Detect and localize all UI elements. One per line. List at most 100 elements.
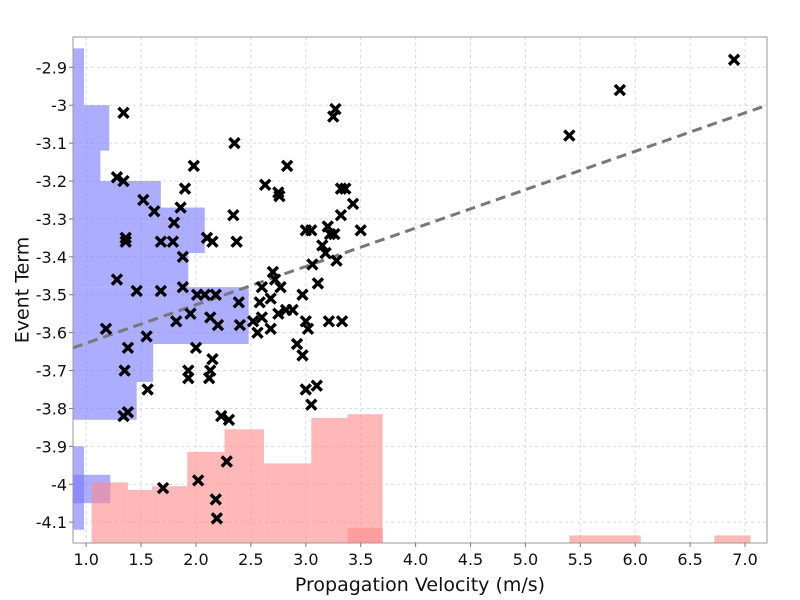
- histogram-bar-red: [152, 486, 188, 543]
- histogram-bar-blue: [73, 150, 101, 182]
- data-point: [191, 474, 205, 487]
- histogram-bar-red: [91, 482, 128, 543]
- data-point: [272, 307, 285, 320]
- data-point: [246, 315, 260, 328]
- data-point: [227, 208, 240, 222]
- data-point: [305, 224, 318, 237]
- data-point: [305, 398, 318, 411]
- data-point: [220, 455, 233, 468]
- data-point: [354, 224, 367, 237]
- histogram-bar-red: [311, 417, 348, 543]
- histogram-bar-blue: [73, 253, 189, 288]
- histogram-bar-blue: [73, 48, 84, 83]
- data-point: [228, 136, 241, 150]
- y-tick-label: -3.1: [36, 134, 67, 153]
- data-point: [280, 159, 294, 173]
- data-point: [110, 171, 124, 184]
- x-tick-label: 2.0: [183, 550, 208, 569]
- data-point: [334, 208, 348, 222]
- data-point: [174, 201, 187, 214]
- y-axis-ticks: -2.9 -3 -3.1 -3.2 -3.3 -3.4 -3.5 -3.6 -3.7 -3.8 -3…: [36, 58, 73, 532]
- histogram-bar-blue: [73, 287, 249, 345]
- data-point: [210, 512, 224, 525]
- histogram-bar-red: [347, 414, 383, 543]
- x-tick-label: 4.5: [458, 550, 483, 569]
- data-point: [184, 307, 197, 320]
- data-point: [154, 235, 168, 248]
- data-point: [137, 193, 150, 207]
- data-point: [187, 159, 200, 173]
- data-point: [258, 178, 272, 192]
- data-point: [209, 288, 222, 301]
- x-tick-label: 1.0: [73, 550, 98, 569]
- x-axis-ticks: 1.0 1.5 2.0 2.5 3.0 3.5 4.0 4.5 5.0 5.5 6.0 6.5 7.0: [73, 543, 758, 569]
- data-point: [230, 235, 243, 248]
- data-point: [306, 258, 319, 271]
- data-point: [209, 493, 222, 506]
- data-point: [255, 311, 269, 324]
- data-point: [141, 383, 154, 396]
- histogram-bar-red: [224, 429, 265, 543]
- data-point: [299, 383, 312, 396]
- x-tick-label: 5.0: [513, 550, 538, 569]
- data-point: [330, 254, 343, 267]
- data-point: [170, 315, 183, 328]
- data-point: [117, 409, 130, 423]
- y-tick-label: -3.7: [36, 362, 67, 381]
- data-point: [182, 371, 195, 385]
- data-point: [154, 284, 168, 298]
- data-point: [264, 322, 277, 336]
- data-point: [319, 246, 332, 260]
- data-point: [328, 227, 341, 241]
- x-tick-label: 7.0: [732, 550, 757, 569]
- data-point: [99, 322, 113, 336]
- y-tick-label: -3.8: [36, 399, 67, 418]
- y-tick-label: -4: [51, 475, 67, 494]
- y-tick-label: -4.1: [36, 513, 67, 532]
- data-point: [316, 239, 329, 252]
- y-tick-label: -2.9: [36, 58, 67, 77]
- data-point: [117, 174, 130, 188]
- y-tick-label: -3.5: [36, 286, 67, 305]
- histogram-bar-red: [347, 527, 383, 543]
- data-point: [335, 315, 349, 328]
- data-point: [251, 326, 264, 339]
- data-point: [119, 231, 132, 245]
- data-point: [130, 284, 143, 298]
- grid-layer: [73, 37, 767, 543]
- points-layer: [99, 53, 741, 525]
- data-point: [274, 280, 287, 294]
- data-point: [311, 277, 325, 290]
- data-point: [613, 83, 627, 97]
- data-point: [148, 205, 161, 218]
- data-point: [178, 182, 192, 195]
- data-point: [253, 296, 266, 309]
- data-point: [211, 318, 225, 332]
- data-point: [264, 292, 277, 305]
- data-point: [140, 330, 153, 343]
- x-tick-label: 2.5: [238, 550, 263, 569]
- data-point: [202, 371, 216, 385]
- histogram-bar-red: [264, 463, 312, 543]
- x-tick-label: 4.0: [403, 550, 428, 569]
- trend-line: [72, 103, 768, 350]
- x-tick-label: 5.5: [568, 550, 593, 569]
- data-point: [327, 110, 340, 123]
- data-point: [255, 280, 269, 294]
- histogram-bar-red: [714, 535, 751, 543]
- data-point: [273, 189, 286, 203]
- x-tick-label: 3.0: [293, 550, 318, 569]
- y-tick-label: -3: [51, 96, 67, 115]
- histogram-bar-blue: [73, 105, 110, 151]
- data-point: [301, 322, 315, 336]
- data-point: [346, 197, 360, 210]
- data-point: [189, 341, 203, 355]
- data-point: [296, 349, 309, 362]
- data-point: [167, 216, 181, 229]
- data-point: [206, 352, 219, 366]
- data-point: [156, 481, 170, 495]
- histogram-bar-blue: [73, 344, 154, 382]
- data-point: [310, 379, 323, 392]
- data-point: [232, 296, 246, 309]
